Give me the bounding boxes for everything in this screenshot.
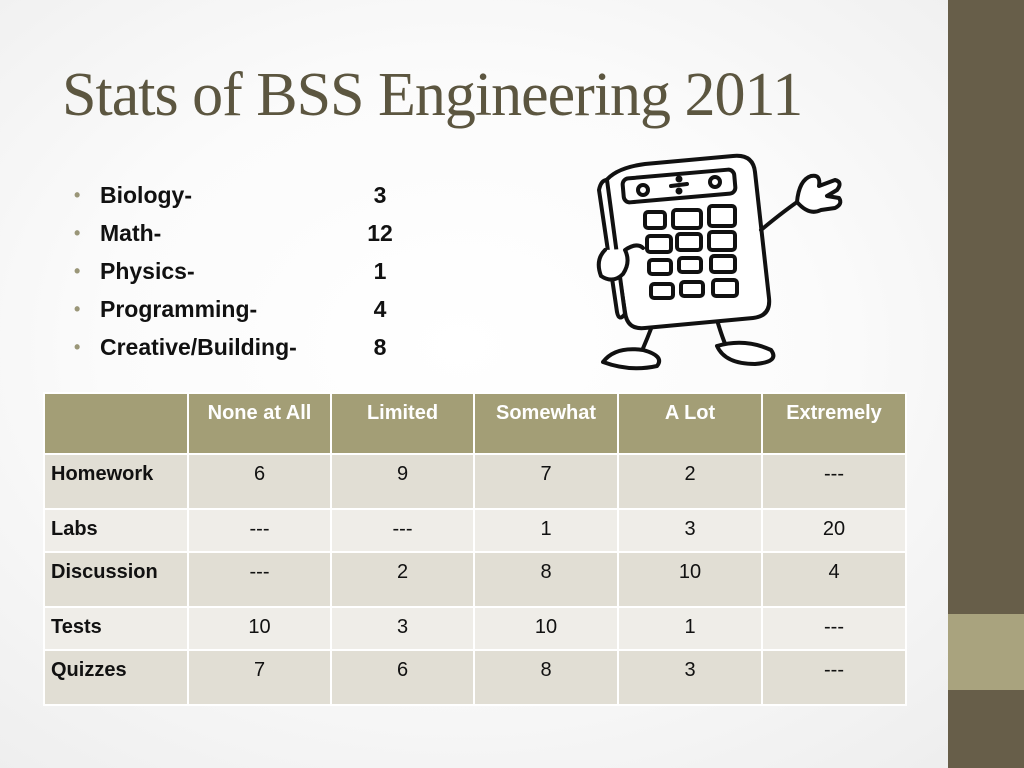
header-cell: Extremely xyxy=(761,392,907,455)
table-cell: 1 xyxy=(617,606,763,651)
row-label: Homework xyxy=(43,453,189,510)
stats-list: • Biology- 3 • Math- 12 • Physics- 1 • Programm… xyxy=(72,176,400,366)
header-cell: Somewhat xyxy=(473,392,619,455)
table-row: Tests 10 3 10 1 --- xyxy=(43,606,907,651)
stats-value: 4 xyxy=(373,296,387,322)
calculator-cartoon-icon xyxy=(596,153,843,371)
header-cell: A Lot xyxy=(617,392,763,455)
table-cell: 6 xyxy=(330,649,475,706)
table-cell: 3 xyxy=(617,649,763,706)
table-header-row: None at All Limited Somewhat A Lot Extre… xyxy=(43,392,907,455)
table-cell: 10 xyxy=(617,551,763,608)
header-cell-empty xyxy=(43,392,189,455)
row-label: Discussion xyxy=(43,551,189,608)
bullet-icon: • xyxy=(74,185,81,205)
table-cell: --- xyxy=(187,508,332,553)
stats-label: Programming- xyxy=(100,296,258,322)
table-cell: --- xyxy=(761,606,907,651)
stats-item: • Physics- 1 xyxy=(72,252,400,290)
table-cell: 10 xyxy=(187,606,332,651)
table-cell: 2 xyxy=(330,551,475,608)
stats-value: 3 xyxy=(373,182,387,208)
table-row: Labs --- --- 1 3 20 xyxy=(43,508,907,553)
stats-value: 1 xyxy=(373,258,387,284)
table-row: Homework 6 9 7 2 --- xyxy=(43,453,907,510)
stats-item: • Creative/Building- 8 xyxy=(72,328,400,366)
table-cell: 20 xyxy=(761,508,907,553)
stats-item: • Biology- 3 xyxy=(72,176,400,214)
table-cell: --- xyxy=(187,551,332,608)
stats-label: Physics- xyxy=(100,258,195,284)
stats-value: 8 xyxy=(373,334,387,360)
table-cell: 7 xyxy=(473,453,619,510)
stats-value: 12 xyxy=(367,220,393,246)
row-label: Quizzes xyxy=(43,649,189,706)
stats-label: Creative/Building- xyxy=(100,334,297,360)
table-cell: 8 xyxy=(473,551,619,608)
bullet-icon: • xyxy=(74,337,81,357)
row-label: Tests xyxy=(43,606,189,651)
table-cell: 10 xyxy=(473,606,619,651)
bullet-icon: • xyxy=(74,223,81,243)
table-cell: --- xyxy=(761,453,907,510)
sidebar-accent-block xyxy=(948,614,1024,690)
table-cell: 2 xyxy=(617,453,763,510)
table-cell: 4 xyxy=(761,551,907,608)
row-label: Labs xyxy=(43,508,189,553)
table-cell: 8 xyxy=(473,649,619,706)
stats-label: Biology- xyxy=(100,182,192,208)
table-row: Discussion --- 2 8 10 4 xyxy=(43,551,907,608)
table-cell: 9 xyxy=(330,453,475,510)
table-cell: 3 xyxy=(330,606,475,651)
stats-label: Math- xyxy=(100,220,162,246)
table-cell: --- xyxy=(330,508,475,553)
bullet-icon: • xyxy=(74,261,81,281)
stats-item: • Programming- 4 xyxy=(72,290,400,328)
stats-item: • Math- 12 xyxy=(72,214,400,252)
slide-title: Stats of BSS Engineering 2011 xyxy=(62,61,803,129)
table-row: Quizzes 7 6 8 3 --- xyxy=(43,649,907,706)
table-cell: 7 xyxy=(187,649,332,706)
table-cell: --- xyxy=(761,649,907,706)
table-cell: 3 xyxy=(617,508,763,553)
stats-table: None at All Limited Somewhat A Lot Extre… xyxy=(43,392,907,706)
header-cell: Limited xyxy=(330,392,475,455)
table-cell: 1 xyxy=(473,508,619,553)
bullet-icon: • xyxy=(74,299,81,319)
header-cell: None at All xyxy=(187,392,332,455)
table-cell: 6 xyxy=(187,453,332,510)
